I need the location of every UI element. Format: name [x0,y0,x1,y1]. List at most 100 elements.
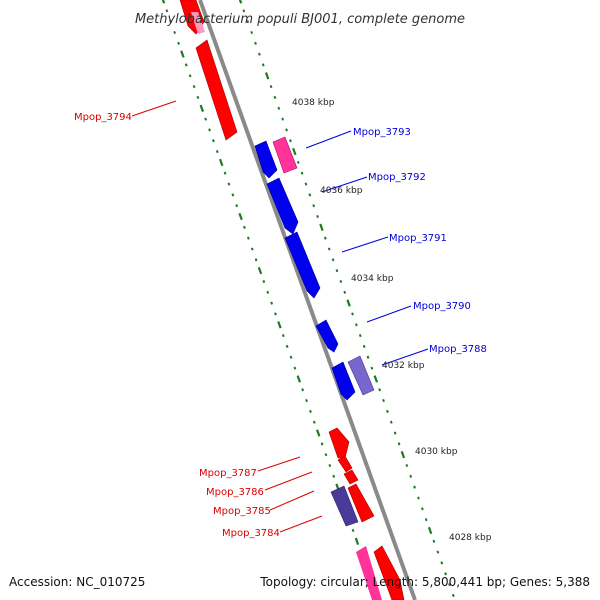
gene-arrow-pink-top[interactable] [191,12,205,34]
gene-label-mpop-3792[interactable]: Mpop_3792 [368,172,426,183]
tick-mark [327,247,331,251]
gene-label-mpop-3787[interactable]: Mpop_3787 [199,468,257,479]
gene-label-mpop-3791[interactable]: Mpop_3791 [389,233,447,244]
tick-mark [328,463,332,468]
tick-mark [417,496,420,500]
tick-mark [243,225,246,229]
tick-mark [264,72,270,80]
tick-mark [165,9,169,13]
tick-mark [436,550,440,554]
gene-arrow-red-bottom[interactable] [373,545,405,600]
tick-mark [296,375,302,383]
gene-arrow-mpop-3785[interactable] [343,469,359,485]
tick-mark [409,474,413,478]
tick-mark [444,572,447,576]
tick-mark [204,117,208,121]
tick-mark [315,429,321,437]
tick-track [161,0,455,600]
tick-mark [316,214,319,219]
tick-mark [335,269,339,273]
tick-mark [354,323,358,327]
gene-label-mpop-3786[interactable]: Mpop_3786 [206,487,264,498]
tick-mark [235,204,239,208]
tick-mark [305,398,308,403]
tick-mark [343,290,347,294]
tick-mark [223,171,227,175]
tick-mark [301,388,305,392]
gene-arrow-violet[interactable] [347,355,375,396]
tick-mark [173,30,177,35]
tick-mark [212,139,215,143]
tick-mark [308,193,312,197]
gene-arrow-mpop-3788[interactable] [331,361,356,401]
gene-label-mpop-3793[interactable]: Mpop_3793 [353,127,411,138]
tick-mark [351,528,355,533]
tick-mark [199,104,205,112]
tick-mark [188,74,192,78]
gene-arrow-mpop-3792[interactable] [266,177,299,235]
tick-mark [413,485,416,489]
tick-mark [312,420,316,424]
tick-mark [432,539,436,543]
accession-text: Accession: NC_010725 [9,575,145,589]
tick-mark [266,290,270,294]
gene-arrow-mpop-3794[interactable] [195,39,238,141]
tick-mark [320,442,324,446]
tick-mark [292,147,297,156]
tick-mark [161,0,166,4]
tick-mark [312,204,316,208]
kbp-label-4036: 4036 kbp [320,186,363,196]
genome-summary-text: Topology: circular; Length: 5,800,441 bp… [259,575,590,589]
tick-mark [427,526,433,535]
tick-mark [257,267,263,275]
tick-mark [285,344,289,349]
tick-mark [393,431,397,435]
gene-label-mpop-3790[interactable]: Mpop_3790 [413,301,471,312]
tick-mark [440,561,444,565]
tick-mark [250,247,254,251]
tick-mark [289,355,293,359]
tick-mark [242,9,246,13]
tick-mark [331,258,335,262]
tick-mark [386,409,389,413]
gene-label-mpop-3784[interactable]: Mpop_3784 [222,528,280,539]
tick-mark [208,128,211,132]
tick-mark [215,149,219,154]
tick-mark [218,158,224,167]
gene-arrow-mpop-3784[interactable] [347,483,375,523]
genome-backbone [198,0,417,600]
tick-mark [382,398,385,403]
gene-arrow-mpop-3786[interactable] [337,455,353,473]
gene-label-mpop-3794[interactable]: Mpop_3794 [74,112,132,123]
tick-mark [309,409,312,413]
tick-mark [258,52,261,56]
tick-mark [397,442,401,446]
tick-mark [351,312,354,316]
gene-arrow-pink-bottom[interactable] [356,546,382,600]
tick-mark [238,0,243,4]
tick-mark [177,41,180,45]
tick-mark [289,139,292,143]
kbp-label-4030: 4030 kbp [415,447,458,457]
tick-mark [451,593,455,598]
gene-arrow-mpop-3793[interactable] [254,140,278,179]
tick-mark [281,334,285,338]
tick-mark [323,236,327,240]
gene-label-mpop-3785[interactable]: Mpop_3785 [213,506,271,517]
gene-arrow-pink-mid[interactable] [272,136,298,174]
tick-mark [231,193,235,197]
gene-arrow-dark-violet[interactable] [330,485,359,527]
tick-mark [378,388,382,392]
gene-label-mpop-3788[interactable]: Mpop_3788 [429,344,487,355]
tick-mark [362,344,366,349]
gene-arrow-mpop-3791[interactable] [284,231,321,299]
kbp-label-4038: 4038 kbp [292,98,335,108]
gene-arrow-mpop-3790[interactable] [315,319,339,353]
tick-mark [373,375,379,383]
tick-mark [332,474,336,478]
tick-mark [274,312,277,316]
tick-mark [262,279,266,284]
gene-arrow-mpop-3787[interactable] [328,427,350,459]
